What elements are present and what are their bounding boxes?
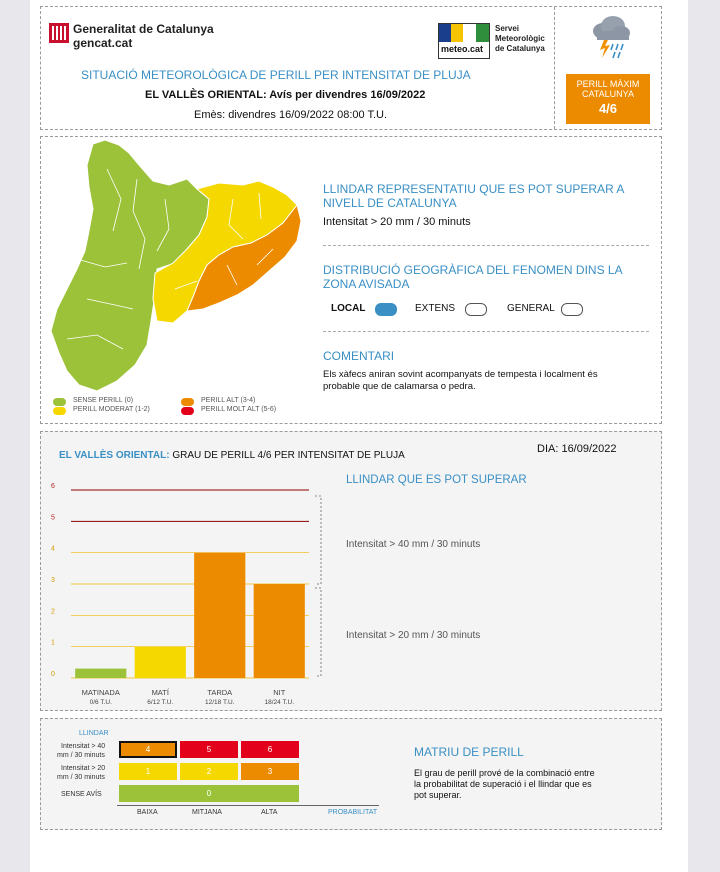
x-hours-1: 6/12 T.U. [147,699,173,706]
matrix-cell-none: 0 [119,785,299,802]
smc-line3: de Catalunya [495,44,545,53]
danger-chart: 0 1 2 3 4 5 6 MATINADA 0/6 T.U. MATÍ 6/12 T.U. TARD… [51,483,309,706]
matrix-title: MATRIU DE PERILL [414,745,524,759]
header-right-divider [554,7,555,129]
threshold-title-2: NIVELL DE CATALUNYA [323,196,457,210]
matrix-col-mitjana: MITJANA [192,809,222,816]
threshold-header: LLINDAR QUE ES POT SUPERAR [346,474,527,486]
distribution-title-2: ZONA AVISADA [323,277,410,291]
bar-tarda [194,552,246,678]
matrix-row-high-2: mm / 30 minuts [57,752,105,759]
y-tick-label-1: 1 [51,640,55,647]
catalonia-map [50,139,302,391]
map-comarca-lines [66,168,274,350]
gencat-name: Generalitat de Catalunya [73,22,214,36]
option-local-toggle[interactable] [375,303,397,316]
x-hours-0: 0/6 T.U. [90,699,112,706]
meteocat-text: meteo.cat [441,44,484,54]
bar-nit [253,584,305,678]
matrix-axis-line [117,805,379,806]
comment-line-1: Els xàfecs aniran sovint acompanyats de … [323,369,598,380]
y-tick-label-6: 6 [51,483,55,490]
max-danger-badge: PERILL MÀXIM CATALUNYA 4/6 [566,74,650,124]
threshold-value: Intensitat > 20 mm / 30 minuts [323,216,471,228]
issued-time: Emès: divendres 16/09/2022 08:00 T.U. [194,109,388,121]
max-danger-label1: PERILL MÀXIM [576,79,640,89]
option-general-toggle[interactable] [561,303,583,316]
x-hours-2: 12/18 T.U. [205,699,235,706]
threshold-low-label: Intensitat > 20 mm / 30 minuts [346,630,481,641]
meteocat-logo: meteo.cat [438,23,490,59]
x-hours-3: 18/24 T.U. [264,699,294,706]
comment-line-2: probable que de calamarsa o pedra. [323,381,476,392]
bar-matinada [75,668,127,678]
smc-line2: Meteorològic [495,34,545,43]
matrix-cell-low-mitjana: 2 [180,763,238,780]
matrix-cell-high-baixa: 4 [119,741,177,758]
gencat-url: gencat.cat [73,36,133,50]
legend-red-dot [181,407,194,415]
max-danger-label2: CATALUNYA [581,89,634,99]
y-tick-label-3: 3 [51,577,55,584]
x-label-0: MATINADA [82,688,120,697]
storm-rain-icon [593,16,630,59]
report-subtitle: EL VALLÈS ORIENTAL: Avís per divendres 1… [145,89,426,101]
matrix-header: LLINDAR [79,730,109,737]
page: Generalitat de Catalunya gencat.cat mete… [30,0,688,872]
x-label-3: NIT [273,688,286,697]
grade-label: GRAU DE PERILL 4/6 PER INTENSITAT DE PLU… [172,450,405,461]
legend-green-label: SENSE PERILL (0) [73,397,134,404]
option-extens-toggle[interactable] [465,303,487,316]
divider-2 [323,331,649,332]
divider-1 [323,245,649,246]
legend-orange-dot [181,398,194,406]
grade-date: DIA: 16/09/2022 [537,443,617,455]
matrix-cell-high-alta: 6 [241,741,299,758]
x-label-2: TARDA [207,688,232,697]
y-tick-label-4: 4 [51,546,55,553]
matrix-axis-label: PROBABILITAT [328,809,378,816]
legend-yellow-label: PERILL MODERAT (1-2) [73,406,150,413]
matrix-cell-high-mitjana: 5 [180,741,238,758]
threshold-brackets [315,495,322,677]
grade-title: EL VALLÈS ORIENTAL: GRAU DE PERILL 4/6 P… [59,450,405,461]
y-tick-label-0: 0 [51,671,55,678]
y-tick-label-2: 2 [51,608,55,615]
matrix-text-3: pot superar. [414,790,462,800]
report-title: SITUACIÓ METEOROLÒGICA DE PERILL PER INT… [81,68,471,82]
legend-green-dot [53,398,66,406]
option-local-label: LOCAL [331,303,366,314]
threshold-high-label: Intensitat > 40 mm / 30 minuts [346,539,481,550]
matrix-box: LLINDAR Intensitat > 40 mm / 30 minuts I… [40,718,662,830]
matrix-col-baixa: BAIXA [137,809,158,816]
grade-region: EL VALLÈS ORIENTAL: [59,450,170,461]
matrix-text-2: la probabilitat de superació i el llinda… [414,779,592,789]
map-region-orange [186,203,302,312]
smc-line1: Servei [495,24,520,33]
max-danger-value: 4/6 [598,101,618,116]
legend-red-label: PERILL MOLT ALT (5-6) [201,406,277,413]
grade-box: EL VALLÈS ORIENTAL: GRAU DE PERILL 4/6 P… [40,431,662,711]
matrix-text-1: El grau de perill prové de la combinació… [414,768,595,778]
y-tick-label-5: 5 [51,514,55,521]
distribution-title-1: DISTRIBUCIÓ GEOGRÀFICA DEL FENOMEN DINS … [323,263,623,277]
matrix-row-low-1: Intensitat > 20 [61,765,106,772]
gencat-logo-icon [49,23,69,43]
header-box: Generalitat de Catalunya gencat.cat mete… [40,6,662,130]
matrix-row-low-2: mm / 30 minuts [57,774,105,781]
bar-matí [134,646,186,678]
matrix-row-high-1: Intensitat > 40 [61,743,106,750]
matrix-cell-low-baixa: 1 [119,763,177,780]
matrix-cell-low-alta: 3 [241,763,299,780]
x-label-1: MATÍ [152,688,170,697]
matrix-row-none: SENSE AVÍS [61,791,102,798]
legend-orange-label: PERILL ALT (3-4) [201,397,256,404]
matrix-col-alta: ALTA [261,809,278,816]
option-extens-label: EXTENS [415,303,456,314]
map-box: SENSE PERILL (0) PERILL MODERAT (1-2) PE… [40,136,662,424]
legend-yellow-dot [53,407,66,415]
option-general-label: GENERAL [507,303,555,314]
threshold-title-1: LLINDAR REPRESENTATIU QUE ES POT SUPERAR… [323,182,625,196]
comment-title: COMENTARI [323,349,395,363]
